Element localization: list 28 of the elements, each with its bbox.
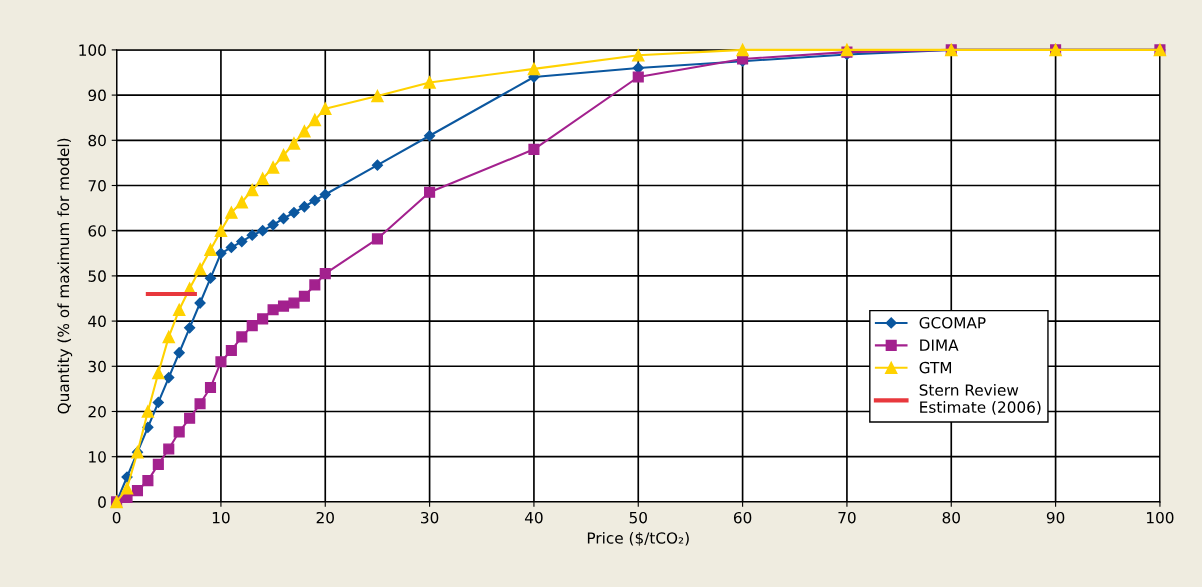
- y-tick-label: 0: [98, 496, 106, 508]
- legend-label: GTM: [919, 361, 952, 374]
- x-tick-label: 40: [524, 511, 543, 524]
- x-tick-label: 0: [112, 511, 121, 524]
- y-tick-label: 40: [88, 315, 106, 328]
- legend-label: GCOMAP: [919, 316, 986, 329]
- x-tick-label: 20: [316, 511, 334, 524]
- legend-label: DIMA: [920, 339, 959, 351]
- x-tick-label: 30: [421, 511, 439, 524]
- y-tick-label: 80: [88, 134, 106, 147]
- y-tick-label: 70: [88, 179, 106, 192]
- x-tick-label: 80: [942, 511, 960, 524]
- y-tick-label: 50: [88, 270, 106, 282]
- y-tick-label: 90: [88, 89, 106, 102]
- y-tick-label: 60: [88, 225, 106, 237]
- legend-label: Stern Review Estimate (2006): [919, 383, 1041, 415]
- y-axis-title: Quantity (% of maximum for model): [57, 138, 73, 414]
- y-tick-label: 10: [89, 451, 106, 463]
- y-tick-label: 30: [88, 360, 106, 373]
- x-tick-label: 10: [212, 511, 230, 524]
- x-tick-label: 60: [733, 511, 752, 524]
- y-tick-label: 20: [88, 405, 106, 418]
- x-tick-label: 90: [1046, 511, 1065, 524]
- y-tick-label: 100: [79, 44, 106, 56]
- x-tick-label: 100: [1147, 511, 1174, 524]
- x-tick-label: 50: [629, 511, 647, 524]
- x-axis-title: Price ($/tCO₂): [587, 531, 689, 546]
- x-tick-label: 70: [838, 511, 856, 524]
